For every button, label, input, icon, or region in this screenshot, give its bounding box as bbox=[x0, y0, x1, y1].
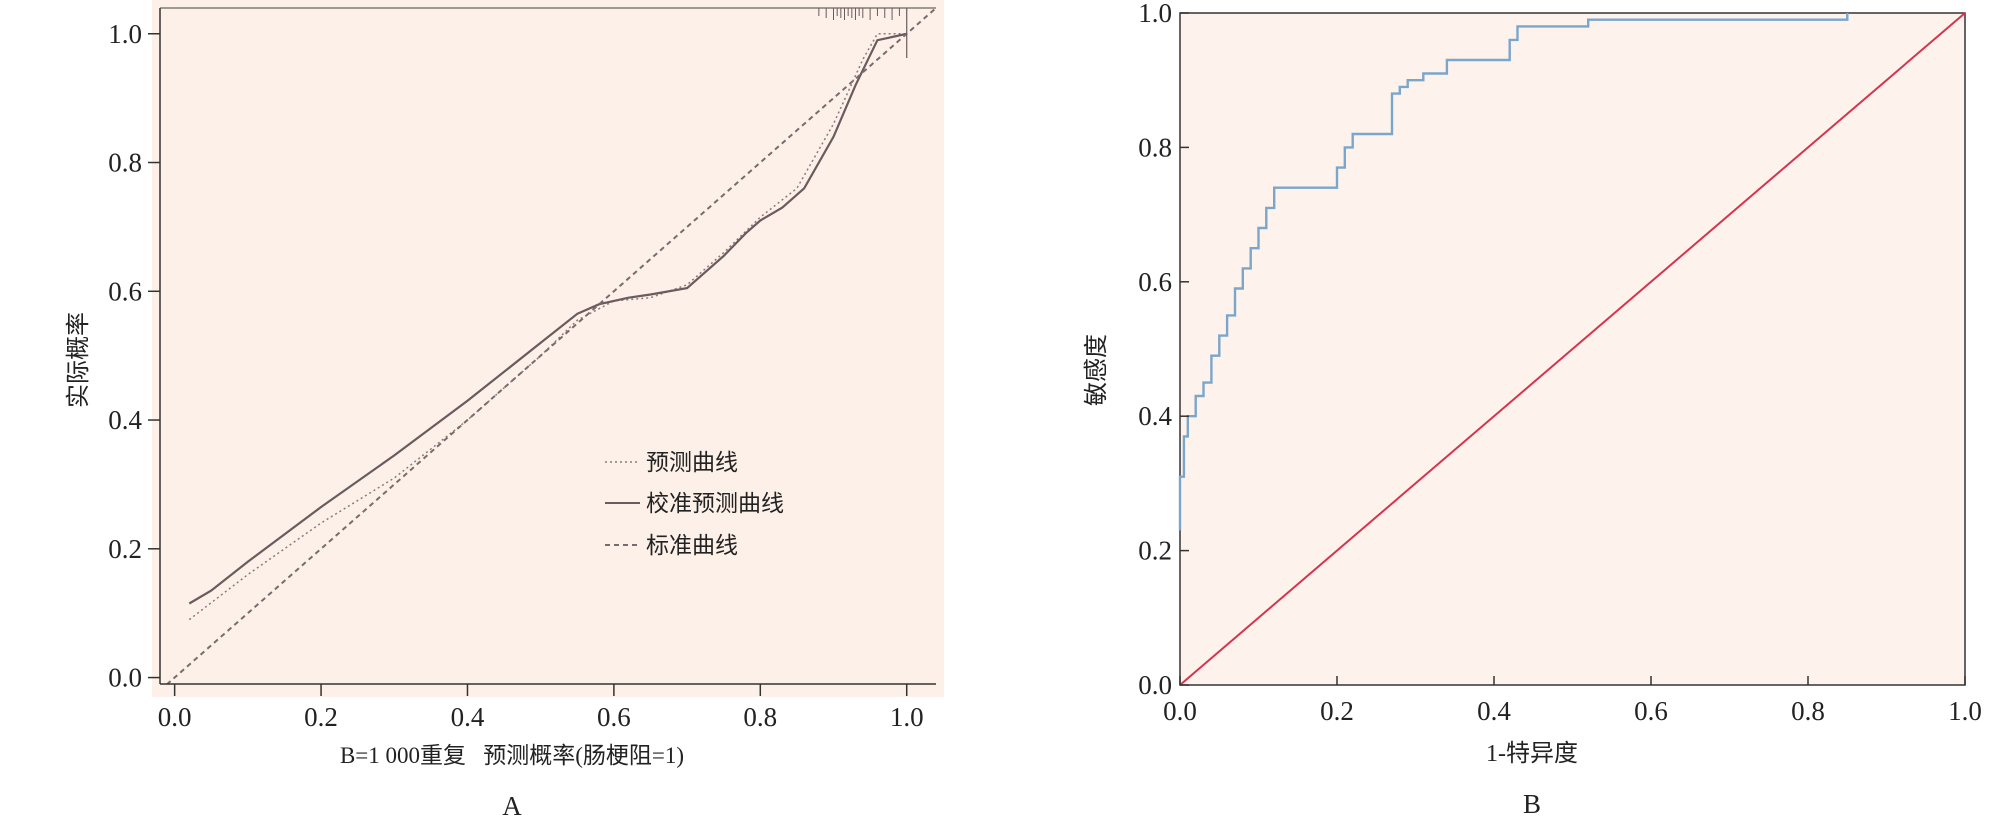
panel-a-x-tick-label: 0.4 bbox=[451, 702, 485, 732]
panel-b-x-tick-label: 0.0 bbox=[1163, 696, 1197, 726]
panel-b-y-tick-label: 1.0 bbox=[1138, 0, 1172, 28]
panel-a-series-dotted bbox=[188, 33, 907, 621]
panel-b-y-tick-label: 0.2 bbox=[1138, 536, 1172, 566]
legend-label-apparent: 预测曲线 bbox=[646, 450, 738, 475]
panel-a-x-tick-label: 0.0 bbox=[158, 702, 192, 732]
panel-a-y-tick-label: 0.6 bbox=[108, 276, 142, 306]
legend-label-calibrated: 校准预测曲线 bbox=[646, 491, 784, 516]
panel-b-roc-curve bbox=[1178, 13, 1849, 531]
panel-b-x-tick-label: 0.6 bbox=[1634, 696, 1668, 726]
panel-b-y-tick-label: 0.6 bbox=[1138, 267, 1172, 297]
panel-a-x-tick-label: 0.8 bbox=[743, 702, 777, 732]
panel-b-x-tick-label: 0.2 bbox=[1320, 696, 1354, 726]
panel-b-x-axis-label: 1-特异度 bbox=[1486, 740, 1578, 767]
panel-a-x-tick-label: 0.2 bbox=[304, 702, 338, 732]
panel-b-ticks: 0.00.0 0.2 0.2 0.4 0.4 0.6 0.6 0.8 0.8 1.0 1.0 bbox=[1138, 0, 1982, 726]
panel-a-y-tick-label: 0.0 bbox=[108, 663, 142, 693]
panel-a-x-tick-label: 1.0 bbox=[890, 702, 924, 732]
panel-b-x-tick-label: 0.8 bbox=[1791, 696, 1825, 726]
panel-a-rug bbox=[818, 8, 908, 58]
panel-b-x-tick-label: 0.4 bbox=[1477, 696, 1511, 726]
panel-a-y-tick-label: 0.8 bbox=[108, 148, 142, 178]
panel-a-y-tick-label: 1.0 bbox=[108, 19, 142, 49]
panel-a-y-tick-label: 0.2 bbox=[108, 534, 142, 564]
panel-a-series-dashed bbox=[165, 8, 936, 684]
legend-label-ideal: 标准曲线 bbox=[646, 533, 738, 558]
panel-b-y-tick-label: 0.0 bbox=[1138, 670, 1172, 700]
panel-b-letter: B bbox=[1523, 789, 1541, 819]
panel-b-y-axis-label: 敏感度 bbox=[1083, 334, 1110, 406]
panel-a-y-tick-label: 0.4 bbox=[108, 405, 142, 435]
panel-a-x-axis-label: B=1 000重复 预测概率(肠梗阻=1) bbox=[340, 743, 684, 768]
panel-b-y-tick-label: 0.8 bbox=[1138, 132, 1172, 162]
panel-b-x-tick-label: 1.0 bbox=[1948, 696, 1982, 726]
panel-a-ticks: 0.0 0.0 0.2 0.2 0.4 0.4 0.6 0.6 0.8 0.8 1.0 1.0 bbox=[108, 19, 923, 732]
panel-a-letter: A bbox=[502, 791, 522, 821]
panel-a-x-tick-label: 0.6 bbox=[597, 702, 631, 732]
panel-b-reference-diagonal bbox=[1179, 12, 1966, 686]
panel-b-y-tick-label: 0.4 bbox=[1138, 401, 1172, 431]
panel-a-legend: 预测曲线 校准预测曲线 标准曲线 bbox=[605, 450, 784, 558]
panel-b: 0.00.0 0.2 0.2 0.4 0.4 0.6 0.6 0.8 0.8 1.0 1.0 敏感度… bbox=[1083, 0, 1982, 819]
panel-a-series-group bbox=[165, 8, 936, 684]
panel-a-y-axis-label: 实际概率 bbox=[65, 312, 92, 408]
panel-b-series-group bbox=[1178, 12, 1966, 686]
panel-a-series-solid bbox=[188, 32, 907, 605]
panel-a: 0.0 0.0 0.2 0.2 0.4 0.4 0.6 0.6 0.8 0.8 1.0 1.0 实际概… bbox=[65, 0, 944, 821]
